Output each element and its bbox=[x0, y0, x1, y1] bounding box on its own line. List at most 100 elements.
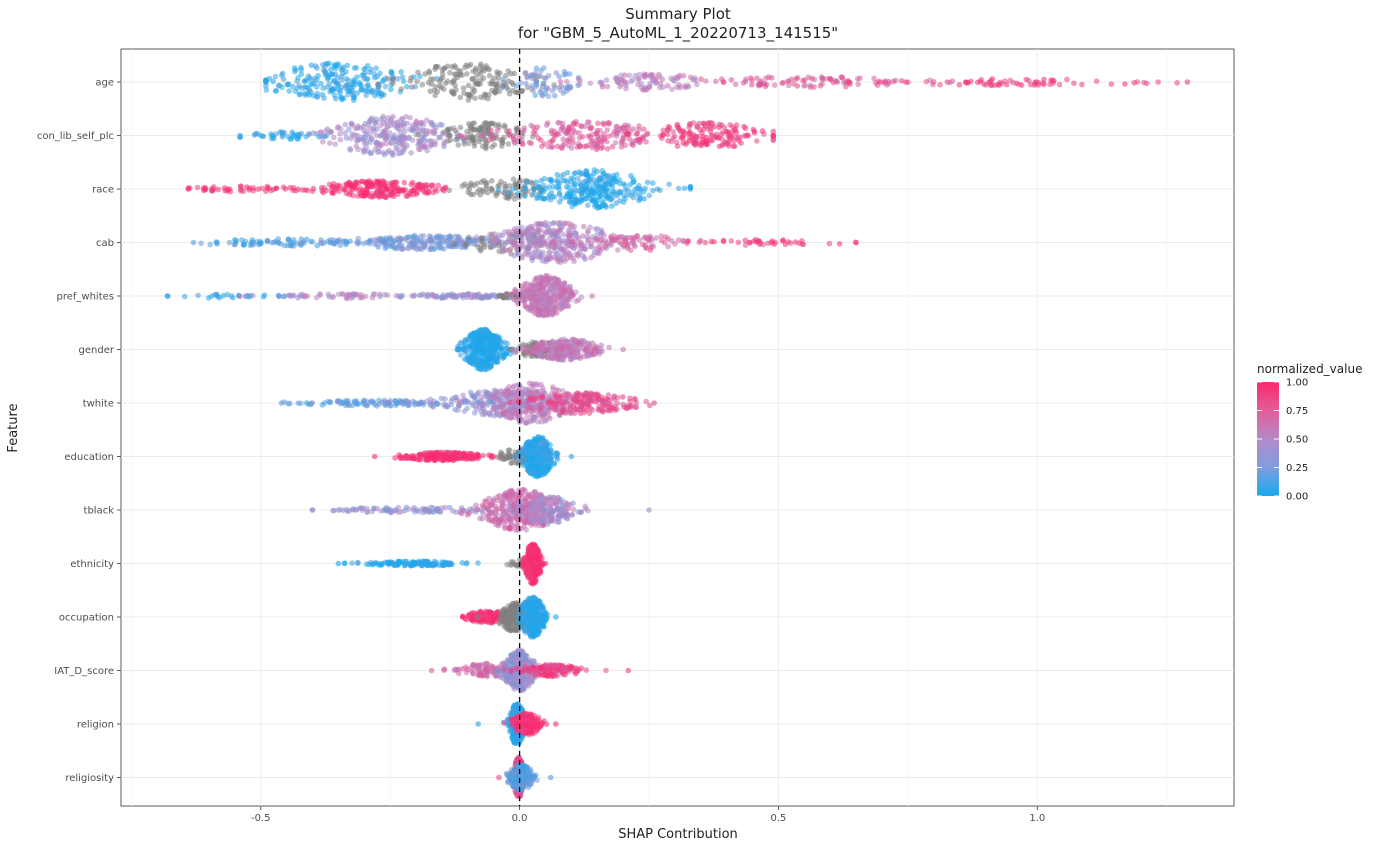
shap-point bbox=[495, 187, 502, 193]
shap-point bbox=[612, 407, 619, 413]
shap-point bbox=[681, 185, 688, 192]
shap-point bbox=[620, 181, 627, 187]
shap-point bbox=[232, 237, 238, 243]
shap-point bbox=[524, 179, 531, 185]
shap-point bbox=[380, 115, 387, 122]
shap-point bbox=[544, 347, 550, 354]
shap-point bbox=[527, 296, 534, 303]
shap-point bbox=[500, 76, 506, 82]
shap-point bbox=[552, 291, 558, 298]
shap-point-extreme bbox=[770, 132, 777, 139]
shap-point bbox=[355, 136, 362, 142]
shap-point bbox=[330, 134, 337, 141]
shap-point bbox=[491, 393, 497, 400]
shap-point bbox=[264, 183, 271, 190]
shap-point bbox=[503, 183, 509, 190]
shap-point bbox=[492, 356, 499, 363]
shap-point bbox=[650, 72, 656, 78]
shap-point bbox=[429, 237, 435, 244]
shap-point bbox=[482, 345, 489, 352]
shap-point bbox=[554, 143, 561, 150]
shap-point bbox=[441, 65, 447, 72]
shap-point bbox=[538, 221, 544, 227]
shap-point bbox=[662, 234, 669, 240]
shap-point bbox=[471, 126, 477, 133]
shap-point bbox=[871, 75, 877, 82]
shap-point bbox=[642, 72, 648, 79]
shap-point bbox=[923, 78, 930, 85]
shap-point bbox=[839, 75, 845, 81]
shap-point bbox=[609, 184, 616, 190]
shap-point-extreme bbox=[263, 79, 269, 85]
shap-point bbox=[625, 187, 631, 193]
shap-point bbox=[321, 400, 328, 406]
shap-point bbox=[286, 88, 293, 94]
shap-point bbox=[600, 185, 607, 192]
shap-point bbox=[388, 68, 395, 75]
shap-point bbox=[506, 247, 512, 254]
shap-point bbox=[532, 310, 538, 317]
shap-point bbox=[533, 179, 539, 185]
shap-point bbox=[1064, 76, 1070, 83]
shap-point bbox=[875, 78, 882, 85]
shap-point bbox=[633, 131, 640, 137]
shap-point bbox=[310, 130, 317, 136]
shap-point bbox=[628, 78, 634, 85]
shap-point bbox=[351, 65, 358, 71]
shap-point bbox=[567, 194, 573, 200]
shap-point bbox=[561, 72, 568, 78]
shap-point bbox=[600, 240, 607, 246]
shap-point bbox=[391, 182, 397, 189]
shap-point bbox=[636, 194, 643, 201]
shap-point bbox=[224, 188, 230, 194]
shap-point bbox=[404, 83, 410, 90]
shap-point bbox=[374, 188, 381, 194]
shap-point bbox=[630, 142, 637, 149]
shap-point bbox=[446, 132, 453, 138]
shap-point bbox=[728, 238, 735, 244]
shap-point bbox=[443, 402, 449, 408]
shap-point bbox=[743, 132, 750, 139]
shap-point bbox=[408, 150, 415, 156]
shap-point bbox=[414, 78, 420, 85]
shap-point bbox=[409, 293, 415, 299]
shap-point bbox=[410, 398, 416, 405]
shap-point bbox=[427, 119, 434, 126]
shap-point bbox=[478, 61, 484, 67]
shap-point bbox=[996, 82, 1002, 88]
shap-point bbox=[613, 200, 620, 206]
shap-point bbox=[452, 233, 459, 240]
shap-point bbox=[666, 181, 672, 187]
shap-point bbox=[309, 188, 316, 195]
shap-point bbox=[338, 95, 345, 101]
shap-point bbox=[445, 138, 451, 144]
shap-point bbox=[363, 92, 369, 99]
shap-point bbox=[674, 121, 681, 128]
shap-point bbox=[259, 133, 266, 139]
shap-point bbox=[416, 146, 422, 152]
shap-point bbox=[348, 121, 355, 127]
shap-point bbox=[541, 175, 548, 182]
shap-point bbox=[460, 85, 467, 91]
shap-point bbox=[346, 126, 352, 133]
shap-point bbox=[467, 61, 474, 68]
shap-point bbox=[317, 291, 323, 297]
shap-point bbox=[477, 80, 483, 87]
shap-point bbox=[505, 231, 512, 237]
shap-point bbox=[572, 410, 578, 417]
shap-point bbox=[436, 78, 443, 85]
shap-point bbox=[566, 142, 572, 149]
shap-point bbox=[725, 140, 731, 146]
shap-point bbox=[464, 71, 470, 77]
shap-point bbox=[458, 237, 465, 244]
shap-point bbox=[427, 396, 434, 403]
shap-point bbox=[1079, 81, 1085, 88]
shap-point bbox=[328, 66, 334, 73]
shap-point bbox=[520, 141, 526, 147]
shap-point bbox=[585, 353, 591, 360]
shap-point bbox=[417, 181, 423, 188]
shap-point bbox=[277, 241, 284, 247]
shap-point bbox=[482, 411, 488, 418]
shap-point bbox=[513, 83, 520, 89]
shap-point bbox=[373, 65, 380, 72]
